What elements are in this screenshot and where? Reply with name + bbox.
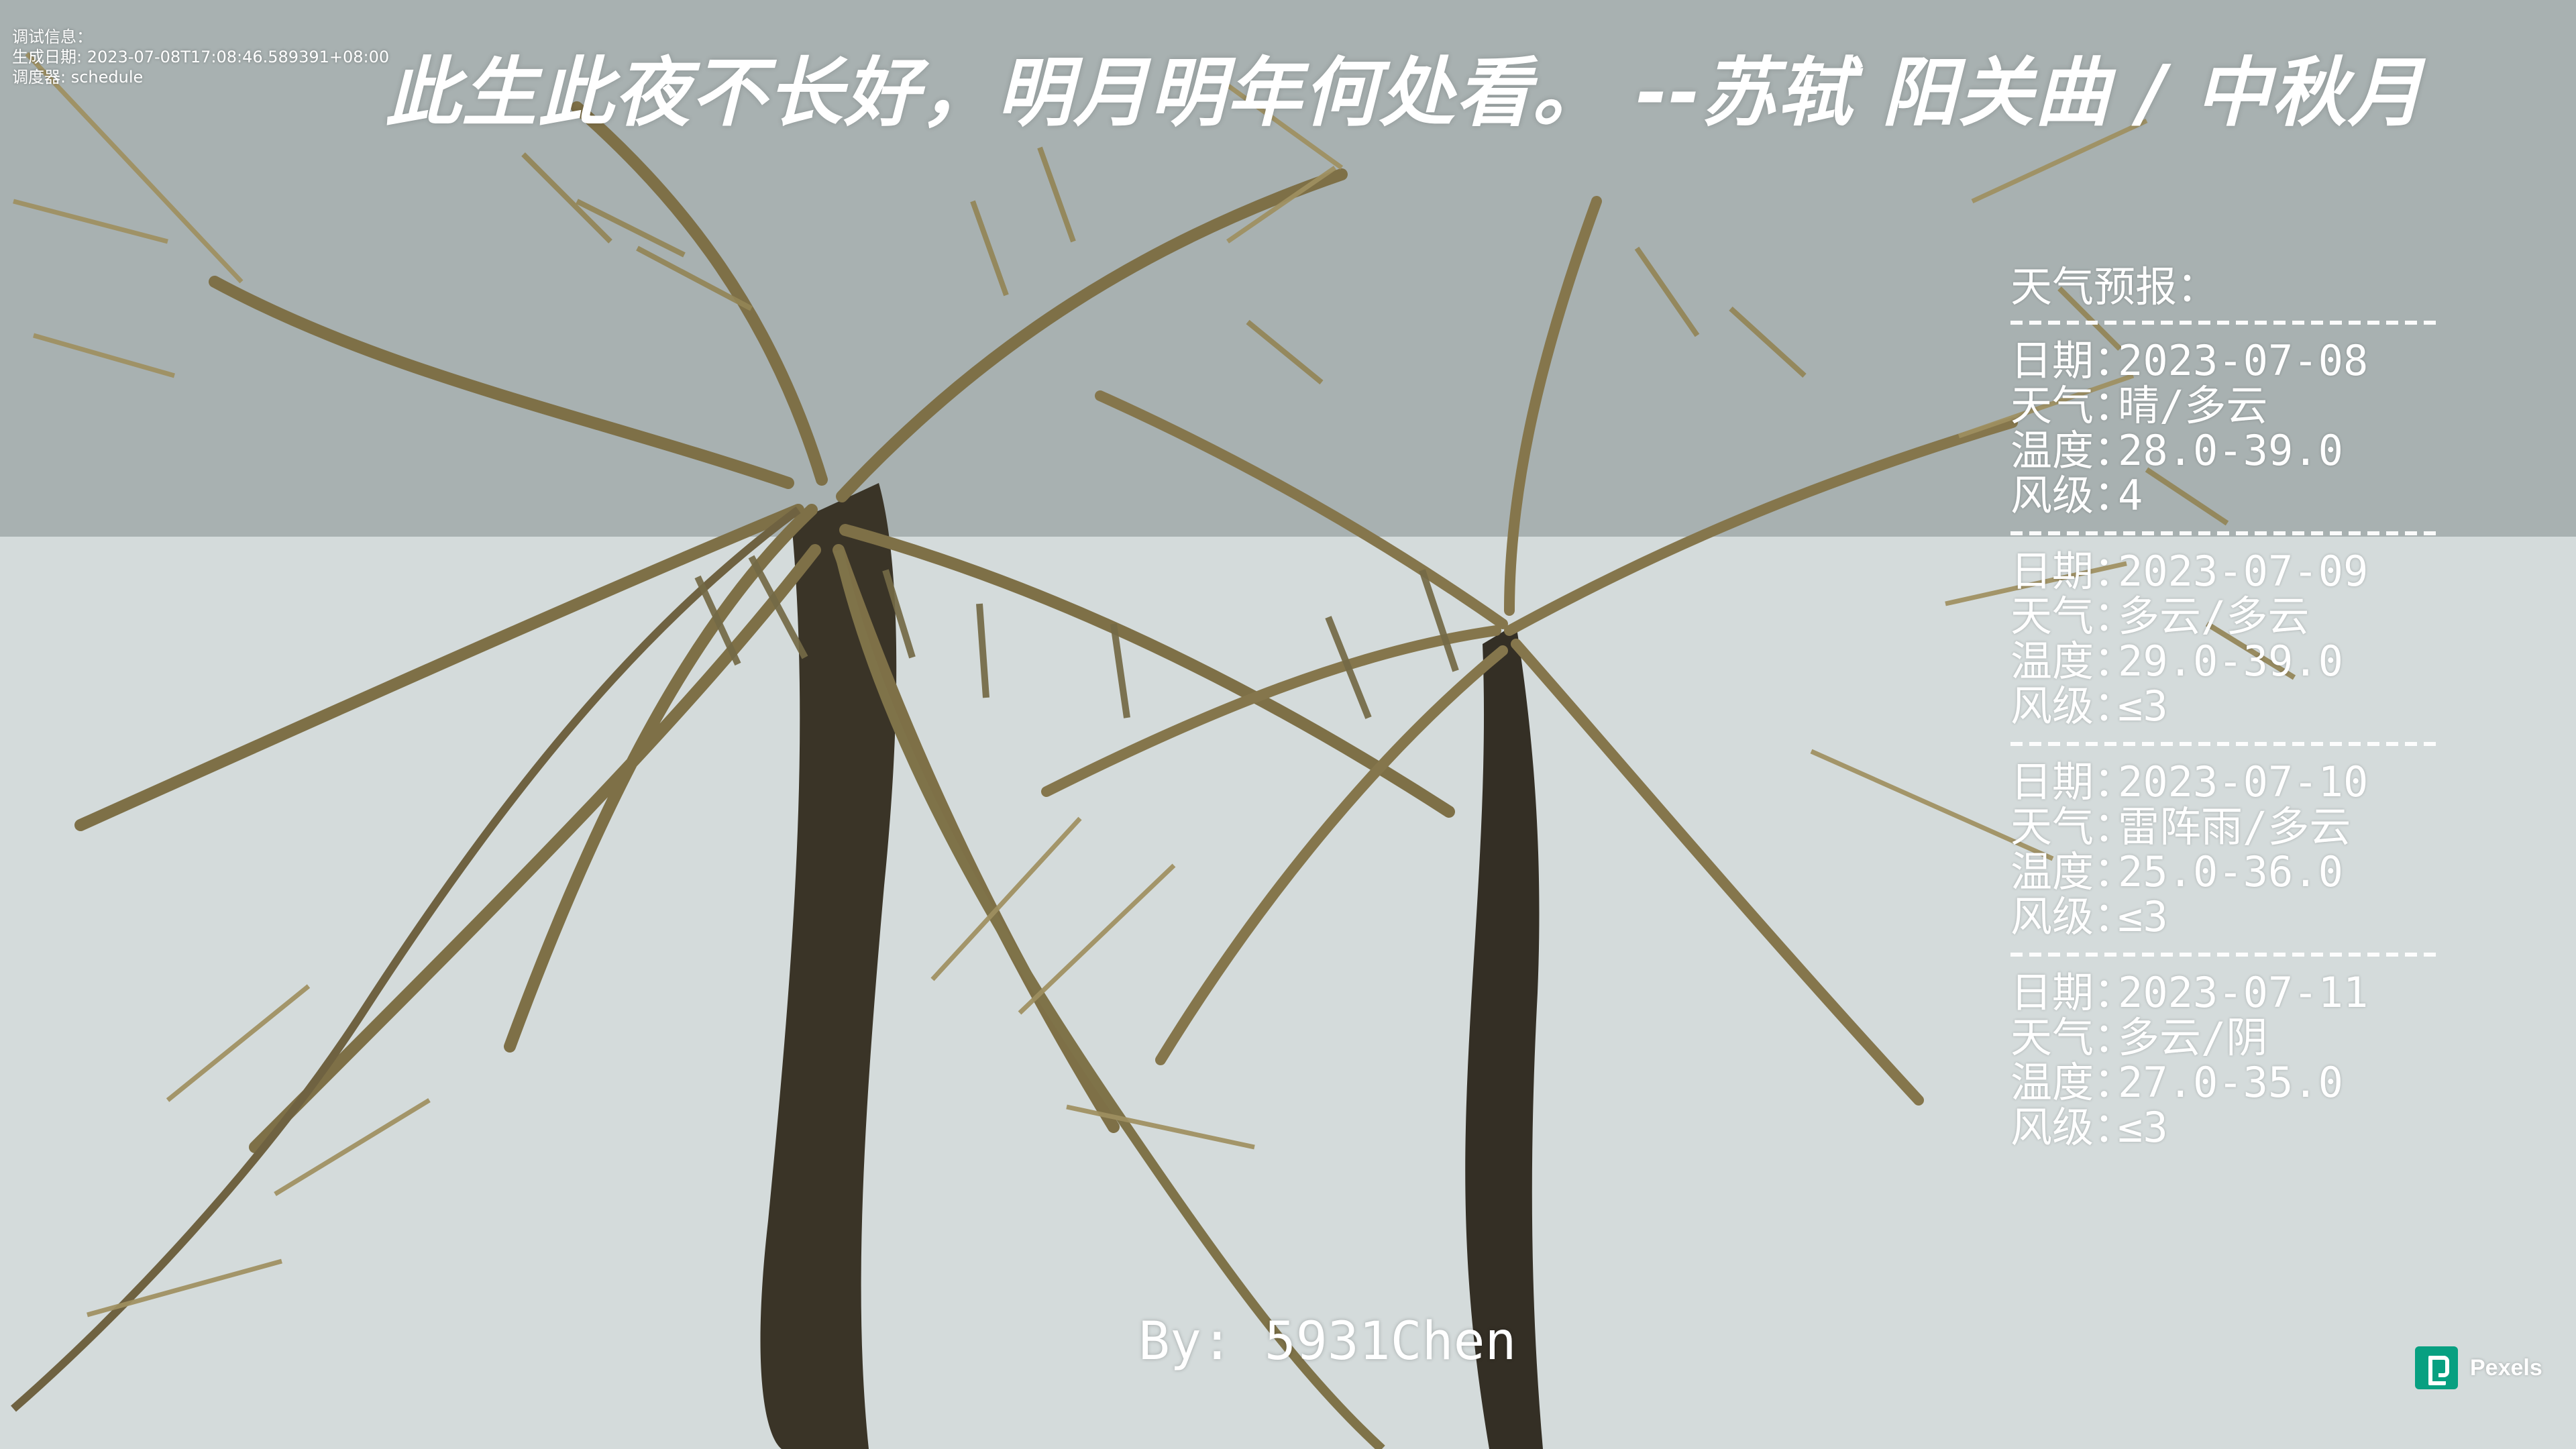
pexels-logo-icon [2415,1346,2458,1389]
forecast-item: 日期： 2023-07-11 天气： 多云/阴 温度： 27.0-35.0 风级： ≤3 [2010,970,2440,1150]
weather-value: 雷阵雨/多云 [2118,802,2351,851]
date-value: 2023-07-08 [2118,336,2369,385]
date-value: 2023-07-11 [2118,968,2369,1017]
forecast-temperature-line: 温度： 28.0-39.0 [2010,428,2440,473]
date-label: 日期： [2010,968,2136,1017]
wind-value: ≤3 [2118,682,2168,731]
forecast-date-line: 日期： 2023-07-11 [2010,970,2440,1015]
date-label: 日期： [2010,757,2136,806]
date-label: 日期： [2010,547,2136,596]
forecast-item: 日期： 2023-07-08 天气： 晴/多云 温度： 28.0-39.0 风级： 4 [2010,338,2440,518]
weather-forecast-panel: 天气预报： 日期： 2023-07-08 天气： 晴/多云 温度： 28.0-39.0… [2010,263,2440,1163]
scheduler-info: 调度器: schedule [12,68,144,87]
temperature-label: 温度： [2010,426,2136,475]
date-label: 日期： [2010,336,2136,385]
forecast-item: 日期： 2023-07-09 天气： 多云/多云 温度： 29.0-39.0 风级： ≤… [2010,549,2440,729]
temperature-value: 25.0-36.0 [2118,847,2343,896]
wind-label: 风级： [2010,892,2136,941]
weather-label: 天气： [2010,802,2136,851]
temperature-value: 27.0-35.0 [2118,1058,2343,1107]
temperature-value: 28.0-39.0 [2118,426,2343,475]
forecast-temperature-line: 温度： 29.0-39.0 [2010,639,2440,684]
debug-info: 调试信息： 生成日期: 2023-07-08T17:08:46.589391+0… [12,27,389,87]
forecast-weather-line: 天气： 多云/多云 [2010,594,2440,639]
wind-label: 风级： [2010,471,2136,520]
weather-value: 多云/阴 [2118,1013,2268,1062]
date-value: 2023-07-09 [2118,547,2369,596]
forecast-separator [2010,742,2440,746]
forecast-wind-line: 风级： ≤3 [2010,684,2440,729]
forecast-weather-line: 天气： 雷阵雨/多云 [2010,804,2440,849]
temperature-label: 温度： [2010,847,2136,896]
forecast-weather-line: 天气： 多云/阴 [2010,1015,2440,1060]
weather-label: 天气： [2010,1013,2136,1062]
forecast-temperature-line: 温度： 27.0-35.0 [2010,1060,2440,1105]
forecast-separator [2010,953,2440,957]
date-value: 2023-07-10 [2118,757,2369,806]
quote-text: 此生此夜不长好，明月明年何处看。 --苏轼 阳关曲 / 中秋月 [385,50,2424,137]
forecast-wind-line: 风级： 4 [2010,473,2440,518]
wind-value: ≤3 [2118,892,2168,941]
weather-label: 天气： [2010,381,2136,430]
generated-date: 生成日期: 2023-07-08T17:08:46.589391+08:00 [12,48,390,66]
right-palm-tree [1041,196,2018,1449]
wind-label: 风级： [2010,1103,2136,1152]
forecast-separator [2010,321,2440,325]
left-palm-tree [11,101,1455,1449]
temperature-label: 温度： [2010,1058,2136,1107]
forecast-date-line: 日期： 2023-07-09 [2010,549,2440,594]
upper-sky-band [0,0,2576,537]
forecast-wind-line: 风级： ≤3 [2010,1105,2440,1150]
forecast-weather-line: 天气： 晴/多云 [2010,383,2440,428]
forecast-date-line: 日期： 2023-07-10 [2010,759,2440,804]
debug-label: 调试信息： [12,28,93,46]
forecast-separator [2010,531,2440,535]
pexels-watermark: Pexels [2415,1346,2542,1389]
author-credit: By: 5931Chen [1138,1311,1517,1372]
weather-value: 多云/多云 [2118,592,2310,641]
weather-title: 天气预报： [2010,262,2219,311]
temperature-value: 29.0-39.0 [2118,637,2343,686]
forecast-date-line: 日期： 2023-07-08 [2010,338,2440,383]
wind-value: 4 [2118,471,2143,520]
wind-value: ≤3 [2118,1103,2168,1152]
weather-label: 天气： [2010,592,2136,641]
forecast-item: 日期： 2023-07-10 天气： 雷阵雨/多云 温度： 25.0-36.0 风级：… [2010,759,2440,939]
pexels-brand-label: Pexels [2470,1354,2542,1381]
weather-value: 晴/多云 [2118,381,2268,430]
forecast-wind-line: 风级： ≤3 [2010,894,2440,939]
palm-frond-texture [13,52,2296,1318]
forecast-temperature-line: 温度： 25.0-36.0 [2010,849,2440,894]
temperature-label: 温度： [2010,637,2136,686]
wind-label: 风级： [2010,682,2136,731]
